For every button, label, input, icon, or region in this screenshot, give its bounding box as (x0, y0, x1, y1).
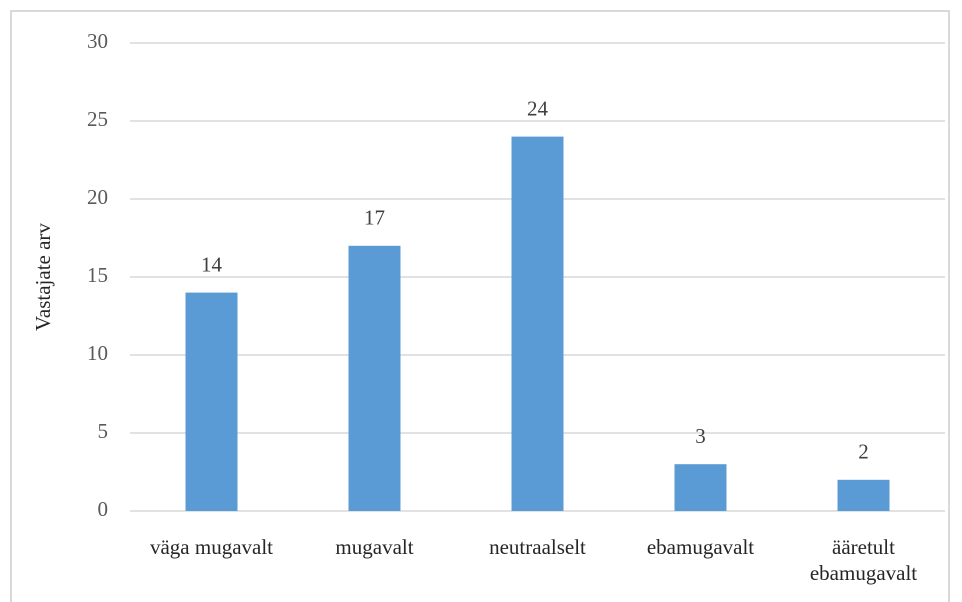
data-label: 2 (858, 440, 869, 464)
bar (348, 245, 401, 512)
bar (674, 464, 727, 511)
data-label: 24 (527, 96, 549, 120)
bar (185, 292, 238, 511)
data-label: 14 (201, 252, 223, 276)
data-label: 17 (364, 206, 385, 230)
x-tick-label: ebamugavalt (646, 535, 755, 559)
x-tick-label: ääretult ebamugavalt (809, 535, 918, 585)
y-tick-label: 30 (87, 29, 108, 53)
y-tick-label: 0 (98, 497, 109, 521)
chart-border (10, 10, 950, 602)
bar (837, 479, 890, 511)
y-tick-label: 20 (87, 185, 108, 209)
data-label: 3 (695, 424, 706, 448)
y-tick-label: 5 (98, 419, 109, 443)
y-tick-label: 25 (87, 107, 108, 131)
y-axis-label: Vastajate arv (31, 223, 55, 331)
x-tick-label: väga mugavalt (149, 535, 274, 559)
y-tick-label: 10 (87, 341, 108, 365)
y-tick-label: 15 (87, 263, 108, 287)
x-tick-label: neutraalselt (489, 535, 586, 559)
x-tick-label: mugavalt (335, 535, 414, 559)
bar (511, 136, 564, 511)
